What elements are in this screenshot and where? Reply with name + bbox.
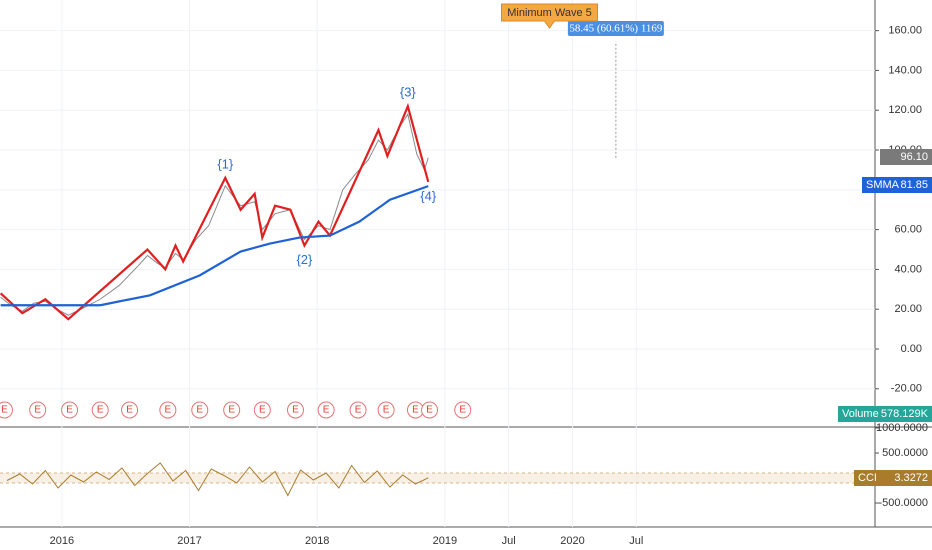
earnings-circle [349,401,367,419]
callout-label: Minimum Wave 5 [507,7,592,19]
x-tick-label: Jul [629,535,643,547]
badge-value: 81.85 [900,179,928,191]
earnings-marker: E [29,401,47,419]
earnings-label: E [426,405,433,416]
earnings-label: E [459,405,466,416]
wave-label: {2} [296,252,313,267]
y-tick-label: 40.00 [894,263,922,275]
x-tick-label: 2020 [560,535,584,547]
y-tick-label: 120.00 [888,104,922,116]
earnings-label: E [412,405,419,416]
badge-box [854,470,932,486]
cci-band [0,473,875,483]
y-tick-label: 1000.0000 [876,422,928,434]
earnings-marker: E [454,401,472,419]
earnings-circle [421,401,439,419]
earnings-marker: E [421,401,439,419]
earnings-circle [121,401,139,419]
y-tick-label: 500.0000 [882,447,928,459]
earnings-marker: E [317,401,335,419]
earnings-label: E [1,405,8,416]
y-tick-label: 0.00 [901,343,922,355]
badge-box [838,406,932,422]
earnings-marker: E [159,401,177,419]
earnings-marker: E [91,401,109,419]
y-tick-label: 20.00 [894,303,922,315]
earnings-label: E [259,405,266,416]
earnings-circle [0,401,13,419]
y-tick-label: -500.0000 [878,497,928,509]
series-line [0,185,429,307]
y-tick-label: 160.00 [888,25,922,37]
cci-line [6,462,429,497]
series-line [0,102,430,321]
earnings-marker: E [0,401,13,419]
earnings-marker: E [61,401,79,419]
badge-name: SMMA [866,179,900,191]
x-tick-label: 2016 [50,535,74,547]
earnings-label: E [34,405,41,416]
y-tick-label: 60.00 [894,224,922,236]
badge-box [862,177,932,193]
earnings-circle [159,401,177,419]
earnings-circle [191,401,209,419]
earnings-label: E [323,405,330,416]
earnings-label: E [165,405,172,416]
x-tick-label: 2018 [305,535,329,547]
earnings-marker: E [223,401,241,419]
x-tick-label: Jul [502,535,516,547]
series-line [0,112,429,316]
earnings-circle [317,401,335,419]
badge-name: CCI [858,472,877,484]
earnings-circle [253,401,271,419]
earnings-circle [29,401,47,419]
earnings-circle [91,401,109,419]
y-tick-label: 140.00 [888,64,922,76]
badge-box [880,149,932,165]
badge-value: 96.10 [900,151,928,163]
y-tick-label: -20.00 [891,383,922,395]
earnings-label: E [97,405,104,416]
earnings-label: E [66,405,73,416]
earnings-label: E [126,405,133,416]
earnings-marker: E [286,401,304,419]
projection-box [567,21,664,36]
wave-label: {4} [420,188,437,203]
earnings-label: E [196,405,203,416]
earnings-marker: E [121,401,139,419]
earnings-marker: E [349,401,367,419]
earnings-label: E [228,405,235,416]
earnings-circle [377,401,395,419]
earnings-circle [286,401,304,419]
wave-label: {1} [217,156,234,171]
earnings-marker: E [253,401,271,419]
earnings-circle [61,401,79,419]
earnings-circle [223,401,241,419]
earnings-label: E [355,405,362,416]
earnings-circle [454,401,472,419]
callout-box [501,3,599,29]
earnings-marker: E [191,401,209,419]
x-tick-label: 2017 [177,535,201,547]
earnings-label: E [383,405,390,416]
earnings-marker: E [406,401,424,419]
badge-value: 3.3272 [894,472,928,484]
earnings-marker: E [377,401,395,419]
earnings-label: E [292,405,299,416]
badge-value: 578.129K [881,408,929,420]
wave-label: {3} [400,85,417,100]
x-tick-label: 2019 [433,535,457,547]
badge-name: Volume [842,408,879,420]
projection-label: 58.45 (60.61%) 1169 [569,23,663,35]
